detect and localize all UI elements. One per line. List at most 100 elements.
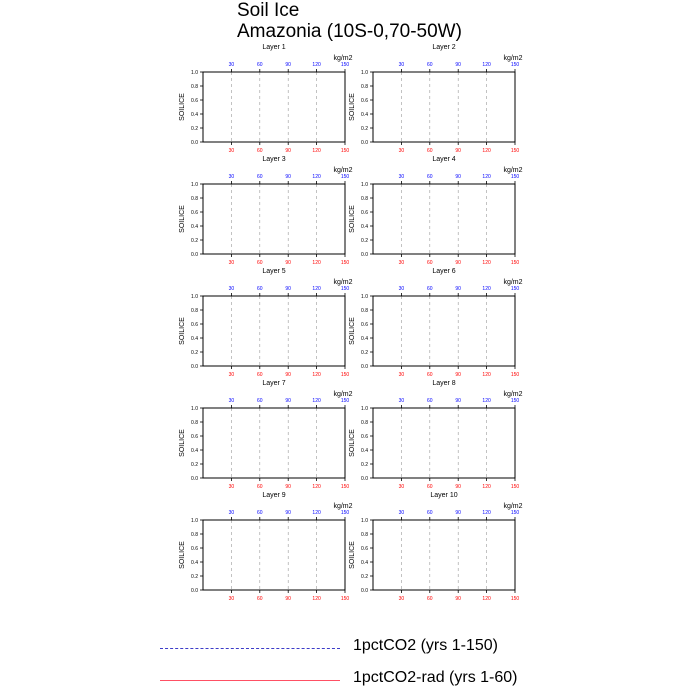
panel-4-top-tick-label-2: 60 xyxy=(427,174,433,180)
panel-9-top-tick-label-2: 60 xyxy=(257,510,263,516)
panel-3-ytick-label-6: 1.0 xyxy=(191,182,198,188)
panel-10-ytick-label-3: 0.4 xyxy=(361,560,368,566)
panel-3-top-tick-label-3: 90 xyxy=(285,174,291,180)
panel-3-ytick-label-5: 0.8 xyxy=(191,196,198,202)
panel-7-frame xyxy=(202,407,346,479)
panel-7-ytick-label-5: 0.8 xyxy=(191,420,198,426)
panel-2-bottom-tick-label-2: 60 xyxy=(427,148,433,154)
panel-1-ytick-label-4: 0.6 xyxy=(191,98,198,104)
panel-10-top-tick-label-5: 150 xyxy=(511,510,520,516)
panel-8-top-tick-label-4: 120 xyxy=(482,398,491,404)
panel-10-ytick-label-5: 0.8 xyxy=(361,532,368,538)
panel-7-top-tick-label-3: 90 xyxy=(285,398,291,404)
panel-1-bottom-tick-label-5: 150 xyxy=(341,148,350,154)
panel-8-ylabel: SOILICE xyxy=(349,429,356,457)
panel-8-bottom-tick-label-3: 90 xyxy=(455,484,461,490)
panel-4-bottom-tick-label-1: 30 xyxy=(399,260,405,266)
panel-5-title: Layer 5 xyxy=(262,268,285,275)
panel-2-top-tick-label-4: 120 xyxy=(482,62,491,68)
panel-5-ytick-label-5: 0.8 xyxy=(191,308,198,314)
panel-3-top-tick-label-1: 30 xyxy=(229,174,235,180)
panel-1-bottom-tick-label-4: 120 xyxy=(312,148,321,154)
panel-9-ytick-label-2: 0.2 xyxy=(191,574,198,580)
panel-9-ytick-label-5: 0.8 xyxy=(191,532,198,538)
panel-2-bottom-tick-label-5: 150 xyxy=(511,148,520,154)
panel-1-ytick-label-2: 0.2 xyxy=(191,126,198,132)
panel-6-top-tick-label-3: 90 xyxy=(455,286,461,292)
panel-9-frame xyxy=(202,519,346,591)
panel-8-bottom-tick-label-4: 120 xyxy=(482,484,491,490)
legend-swatch-dashed xyxy=(160,648,340,649)
panel-4-title: Layer 4 xyxy=(432,156,455,163)
panel-2-bottom-tick-label-3: 90 xyxy=(455,148,461,154)
panel-4-ytick-label-1: 0.0 xyxy=(361,252,368,258)
panel-4-ytick-label-3: 0.4 xyxy=(361,224,368,230)
panel-7-ytick-label-1: 0.0 xyxy=(191,476,198,482)
panel-5-top-tick-label-4: 120 xyxy=(312,286,321,292)
panel-10-bottom-tick-label-2: 60 xyxy=(427,596,433,602)
panel-4-top-tick-label-5: 150 xyxy=(511,174,520,180)
panel-2-ytick-label-6: 1.0 xyxy=(361,70,368,76)
panel-9-bottom-tick-label-2: 60 xyxy=(257,596,263,602)
panel-3-bottom-tick-label-2: 60 xyxy=(257,260,263,266)
panel-4-bottom-tick-label-2: 60 xyxy=(427,260,433,266)
legend-entry-1pctco2-rad: 1pctCO2-rad (yrs 1-60) xyxy=(160,669,560,693)
panel-9-units: kg/m2 xyxy=(333,503,352,510)
panel-1-title: Layer 1 xyxy=(262,44,285,51)
panel-7-top-tick-label-2: 60 xyxy=(257,398,263,404)
panel-7-ytick-label-3: 0.4 xyxy=(191,448,198,454)
panel-3-bottom-tick-label-1: 30 xyxy=(229,260,235,266)
panel-8-bottom-tick-label-5: 150 xyxy=(511,484,520,490)
panel-7-top-tick-label-4: 120 xyxy=(312,398,321,404)
panel-4-ylabel: SOILICE xyxy=(349,205,356,233)
panel-2-frame xyxy=(372,71,516,143)
panel-10-bottom-tick-label-3: 90 xyxy=(455,596,461,602)
panel-10-units: kg/m2 xyxy=(503,503,522,510)
panel-7-top-tick-label-5: 150 xyxy=(341,398,350,404)
panel-1-units: kg/m2 xyxy=(333,55,352,62)
panel-7-units: kg/m2 xyxy=(333,391,352,398)
panel-3-ytick-label-2: 0.2 xyxy=(191,238,198,244)
panel-6-top-tick-label-2: 60 xyxy=(427,286,433,292)
panel-5-top-tick-label-1: 30 xyxy=(229,286,235,292)
panel-7-bottom-tick-label-4: 120 xyxy=(312,484,321,490)
panel-10-top-tick-label-4: 120 xyxy=(482,510,491,516)
panel-9-bottom-tick-label-3: 90 xyxy=(285,596,291,602)
panel-10-ytick-label-1: 0.0 xyxy=(361,588,368,594)
panel-10-ytick-label-4: 0.6 xyxy=(361,546,368,552)
panel-7-bottom-tick-label-5: 150 xyxy=(341,484,350,490)
panel-1-ylabel: SOILICE xyxy=(179,93,186,121)
panel-5-ytick-label-2: 0.2 xyxy=(191,350,198,356)
panel-6-ytick-label-4: 0.6 xyxy=(361,322,368,328)
panel-10-bottom-tick-label-1: 30 xyxy=(399,596,405,602)
panel-4-top-tick-label-1: 30 xyxy=(399,174,405,180)
panel-5-ytick-label-3: 0.4 xyxy=(191,336,198,342)
title-line-1: Soil Ice xyxy=(237,0,300,21)
panel-4-top-tick-label-3: 90 xyxy=(455,174,461,180)
panel-6-frame xyxy=(372,295,516,367)
chart-title: Soil Ice Amazonia (10S-0,70-50W) xyxy=(237,0,462,42)
panel-5-bottom-tick-label-1: 30 xyxy=(229,372,235,378)
panel-2-ylabel: SOILICE xyxy=(349,93,356,121)
panel-10-ylabel: SOILICE xyxy=(349,541,356,569)
panel-5-ylabel: SOILICE xyxy=(179,317,186,345)
panel-2-ytick-label-1: 0.0 xyxy=(361,140,368,146)
panel-1-ytick-label-1: 0.0 xyxy=(191,140,198,146)
panel-6-ytick-label-6: 1.0 xyxy=(361,294,368,300)
panel-1-ytick-label-3: 0.4 xyxy=(191,112,198,118)
panel-7-title: Layer 7 xyxy=(262,380,285,387)
panel-4-units: kg/m2 xyxy=(503,167,522,174)
panel-8-top-tick-label-1: 30 xyxy=(399,398,405,404)
panel-8-ytick-label-4: 0.6 xyxy=(361,434,368,440)
panel-3-bottom-tick-label-5: 150 xyxy=(341,260,350,266)
panel-3-ytick-label-1: 0.0 xyxy=(191,252,198,258)
panel-10-ytick-label-2: 0.2 xyxy=(361,574,368,580)
panel-8-ytick-label-5: 0.8 xyxy=(361,420,368,426)
panel-10-bottom-tick-label-5: 150 xyxy=(511,596,520,602)
legend-label-1pctco2: 1pctCO2 (yrs 1-150) xyxy=(353,637,498,654)
panel-6-bottom-tick-label-2: 60 xyxy=(427,372,433,378)
panel-8-top-tick-label-3: 90 xyxy=(455,398,461,404)
panel-7-bottom-tick-label-3: 90 xyxy=(285,484,291,490)
panel-10-title: Layer 10 xyxy=(430,492,457,499)
